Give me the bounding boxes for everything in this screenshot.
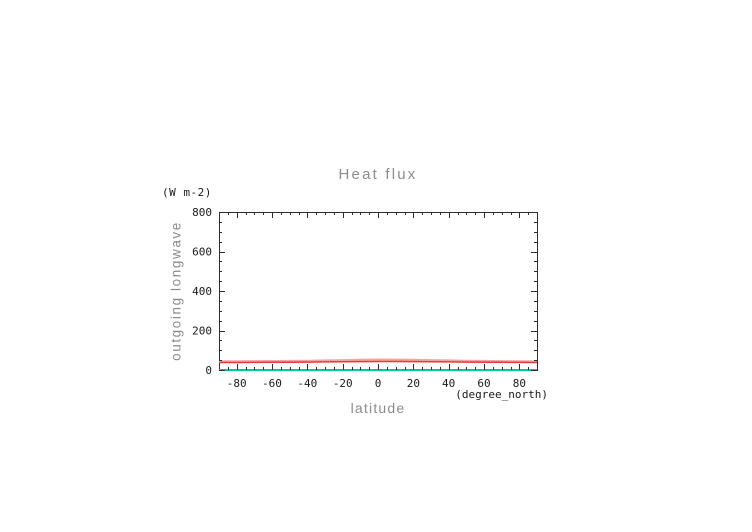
y-tick-label: 400 xyxy=(192,285,212,298)
series-red_line xyxy=(219,360,538,364)
y-tick-label: 800 xyxy=(192,206,212,219)
x-axis-unit-label: (degree_north) xyxy=(455,388,548,401)
x-axis-label: latitude xyxy=(350,400,406,416)
chart-title: Heat flux xyxy=(338,166,418,183)
x-tick-label: 0 xyxy=(375,377,382,390)
x-tick-label: -80 xyxy=(227,377,247,390)
x-tick-label: 60 xyxy=(477,377,490,390)
x-tick-label: 40 xyxy=(442,377,455,390)
y-tick-label: 200 xyxy=(192,325,212,338)
y-axis-unit-label: (W m-2) xyxy=(162,186,212,199)
y-tick-label: 600 xyxy=(192,246,212,259)
y-axis-label: outgoing longwave xyxy=(168,221,184,361)
series-pink_line xyxy=(218,358,538,363)
plot-frame xyxy=(219,212,538,371)
x-tick-label: -60 xyxy=(262,377,282,390)
x-tick-label: 80 xyxy=(513,377,526,390)
x-tick-label: 20 xyxy=(407,377,420,390)
y-tick-label: 0 xyxy=(205,364,212,377)
x-tick-label: -20 xyxy=(333,377,353,390)
x-tick-label: -40 xyxy=(297,377,317,390)
